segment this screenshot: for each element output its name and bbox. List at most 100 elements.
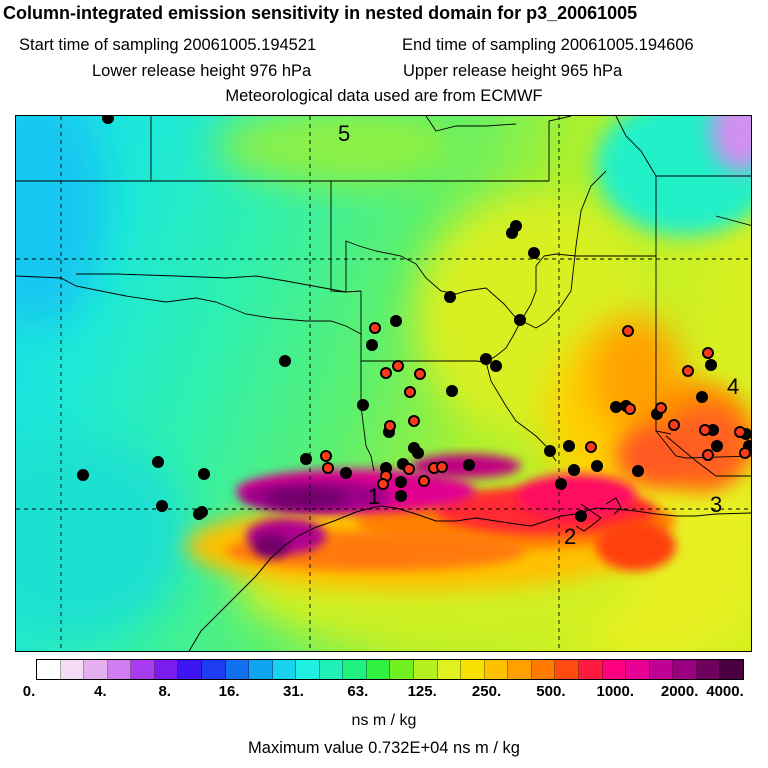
- station-marker-highlighted: [702, 449, 714, 461]
- colorbar-segment: [131, 660, 155, 679]
- station-marker-highlighted: [320, 450, 332, 462]
- colorbar-segment: [296, 660, 320, 679]
- station-marker-highlighted: [739, 447, 751, 459]
- station-marker: [610, 401, 622, 413]
- colorbar-segment: [414, 660, 438, 679]
- colorbar-tick-label: 31.: [283, 683, 304, 700]
- colorbar-segment: [673, 660, 697, 679]
- station-marker: [514, 314, 526, 326]
- colorbar-segment: [343, 660, 367, 679]
- colorbar-segment: [696, 660, 721, 679]
- colorbar-segment: [508, 660, 532, 679]
- station-marker: [480, 353, 492, 365]
- station-marker: [390, 315, 402, 327]
- station-marker: [555, 478, 567, 490]
- colorbar-segment: [390, 660, 414, 679]
- station-marker-highlighted: [377, 478, 389, 490]
- lower-release-height-label: Lower release height 976 hPa: [92, 62, 312, 80]
- station-marker: [357, 399, 369, 411]
- end-time-label: End time of sampling 20061005.194606: [402, 36, 694, 54]
- station-marker: [77, 469, 89, 481]
- colorbar-segment: [437, 660, 462, 679]
- station-marker: [490, 360, 502, 372]
- station-marker: [506, 227, 518, 239]
- colorbar-segment: [484, 660, 509, 679]
- coastline: [188, 497, 751, 651]
- start-time-label: Start time of sampling 20061005.194521: [19, 36, 317, 54]
- station-marker: [463, 459, 475, 471]
- colorbar-tick-label: 0.: [22, 683, 36, 700]
- region-label-3: 3: [710, 492, 722, 517]
- colorbar-segment: [272, 660, 297, 679]
- station-marker-highlighted: [392, 360, 404, 372]
- emission-sensitivity-map: 5 4 3 1 2: [15, 115, 752, 652]
- colorbar-segment: [555, 660, 579, 679]
- station-marker: [395, 490, 407, 502]
- station-marker: [156, 500, 168, 512]
- colorbar-segment: [461, 660, 485, 679]
- station-marker: [568, 464, 580, 476]
- station-marker-highlighted: [322, 462, 334, 474]
- station-marker: [528, 247, 540, 259]
- station-marker-highlighted: [624, 403, 636, 415]
- station-marker: [563, 440, 575, 452]
- station-marker-highlighted: [403, 463, 415, 475]
- station-marker-highlighted: [622, 325, 634, 337]
- colorbar-tick-label: 16.: [218, 683, 240, 700]
- colorbar-segment: [201, 660, 226, 679]
- station-marker: [395, 476, 407, 488]
- station-marker-highlighted: [734, 426, 746, 438]
- station-marker: [340, 467, 352, 479]
- station-marker: [575, 510, 587, 522]
- station-marker: [279, 355, 291, 367]
- colorbar-segment: [154, 660, 179, 679]
- station-marker: [705, 359, 717, 371]
- colorbar-tick-label: 4000.: [706, 683, 744, 700]
- station-marker: [446, 385, 458, 397]
- station-marker-highlighted: [408, 415, 420, 427]
- colorbar-tick-label: 125.: [407, 683, 437, 700]
- colorbar-tick-label: 4.: [94, 683, 107, 700]
- station-marker: [152, 456, 164, 468]
- station-marker: [300, 453, 312, 465]
- station-marker-highlighted: [668, 419, 680, 431]
- station-marker-highlighted: [418, 475, 430, 487]
- station-marker: [198, 468, 210, 480]
- colorbar-unit-label: ns m / kg: [351, 712, 417, 729]
- station-marker: [412, 447, 424, 459]
- station-marker-highlighted: [369, 322, 381, 334]
- station-marker: [544, 445, 556, 457]
- region-label-4: 4: [727, 374, 739, 399]
- colorbar-segment: [249, 660, 273, 679]
- station-marker-highlighted: [699, 424, 711, 436]
- colorbar-segment: [225, 660, 250, 679]
- station-marker-highlighted: [380, 367, 392, 379]
- met-data-label: Meteorological data used are from ECMWF: [225, 87, 543, 105]
- figure-title: Column-integrated emission sensitivity i…: [3, 3, 638, 23]
- lat-lon-grid: [16, 116, 751, 651]
- colorbar-segment: [84, 660, 108, 679]
- region-labels: 5 4 3 1 2: [338, 121, 739, 549]
- station-marker-highlighted: [404, 386, 416, 398]
- colorbar-segment: [366, 660, 391, 679]
- colorbar-tick-label: 8.: [158, 683, 171, 700]
- colorbar-tick-label: 63.: [347, 683, 369, 700]
- station-marker-highlighted: [414, 368, 426, 380]
- colorbar-tick-label: 2000.: [660, 683, 699, 700]
- colorbar-tick-label: 1000.: [596, 683, 635, 700]
- station-marker: [711, 440, 723, 452]
- colorbar-tick-label: 250.: [471, 683, 502, 700]
- colorbar-segment: [649, 660, 674, 679]
- sensitivity-field: [16, 116, 751, 651]
- colorbar-tick-label: 500.: [536, 683, 566, 700]
- station-markers: [77, 116, 751, 522]
- colorbar-segment: [178, 660, 202, 679]
- region-label-1: 1: [368, 484, 380, 509]
- station-marker-highlighted: [702, 347, 714, 359]
- station-marker: [591, 460, 603, 472]
- station-marker: [696, 391, 708, 403]
- region-label-5: 5: [338, 121, 350, 146]
- station-marker: [102, 116, 114, 124]
- maximum-value-label: Maximum value 0.732E+04 ns m / kg: [248, 739, 520, 757]
- colorbar-segment: [578, 660, 603, 679]
